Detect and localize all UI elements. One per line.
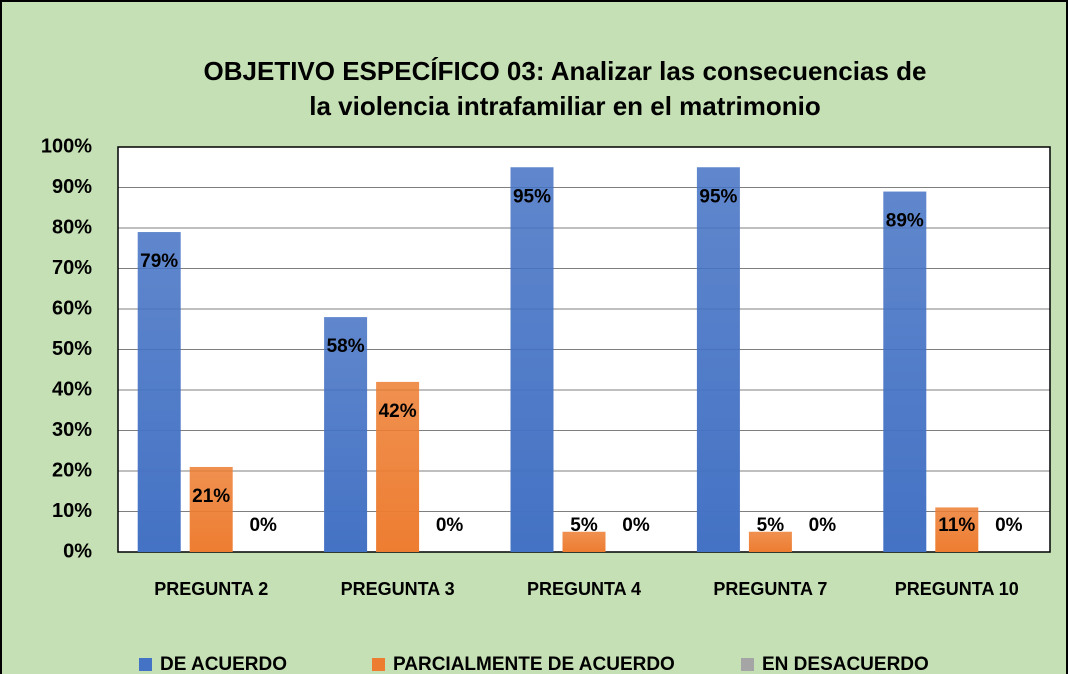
data-label: 95% xyxy=(513,186,551,207)
chart-title: OBJETIVO ESPECÍFICO 03: Analizar las con… xyxy=(204,56,927,86)
bar xyxy=(562,531,606,552)
data-label: 0% xyxy=(249,515,277,536)
legend-label: PARCIALMENTE DE ACUERDO xyxy=(393,654,675,674)
x-tick-label: PREGUNTA 4 xyxy=(527,579,641,599)
y-tick-label: 10% xyxy=(52,500,92,522)
legend-swatch xyxy=(139,658,152,671)
data-label: 5% xyxy=(570,515,598,536)
y-tick-label: 90% xyxy=(52,176,92,198)
x-tick-label: PREGUNTA 10 xyxy=(895,579,1019,599)
bar xyxy=(189,466,233,552)
x-tick-label: PREGUNTA 3 xyxy=(341,579,455,599)
bar xyxy=(137,232,181,553)
bar xyxy=(324,317,368,552)
chart-title: la violencia intrafamiliar en el matrimo… xyxy=(309,91,821,121)
x-tick-label: PREGUNTA 7 xyxy=(713,579,827,599)
x-tick-label: PREGUNTA 2 xyxy=(154,579,268,599)
data-label: 5% xyxy=(757,515,785,536)
y-tick-label: 30% xyxy=(52,419,92,441)
bar xyxy=(510,167,554,552)
data-label: 11% xyxy=(938,515,975,536)
data-label: 89% xyxy=(886,211,924,232)
y-tick-label: 20% xyxy=(52,459,92,481)
bar xyxy=(883,191,927,553)
y-tick-label: 50% xyxy=(52,338,92,360)
y-tick-label: 40% xyxy=(52,378,92,400)
data-label: 42% xyxy=(379,401,417,422)
y-tick-label: 100% xyxy=(41,135,92,157)
y-tick-label: 70% xyxy=(52,257,92,279)
bar xyxy=(748,531,792,552)
data-label: 95% xyxy=(699,186,737,207)
data-label: 0% xyxy=(622,515,650,536)
data-label: 79% xyxy=(140,251,178,272)
legend-swatch xyxy=(372,658,385,671)
bar xyxy=(696,167,740,552)
data-label: 0% xyxy=(436,515,464,536)
y-tick-label: 60% xyxy=(52,297,92,319)
bar xyxy=(376,381,420,552)
legend-swatch xyxy=(741,658,754,671)
data-label: 0% xyxy=(809,515,837,536)
data-label: 58% xyxy=(327,336,365,357)
bar xyxy=(935,507,979,552)
legend-label: EN DESACUERDO xyxy=(762,654,929,674)
legend-label: DE ACUERDO xyxy=(160,654,287,674)
y-tick-label: 0% xyxy=(63,540,92,562)
data-label: 21% xyxy=(192,486,230,507)
data-label: 0% xyxy=(995,515,1023,536)
y-tick-label: 80% xyxy=(52,216,92,238)
